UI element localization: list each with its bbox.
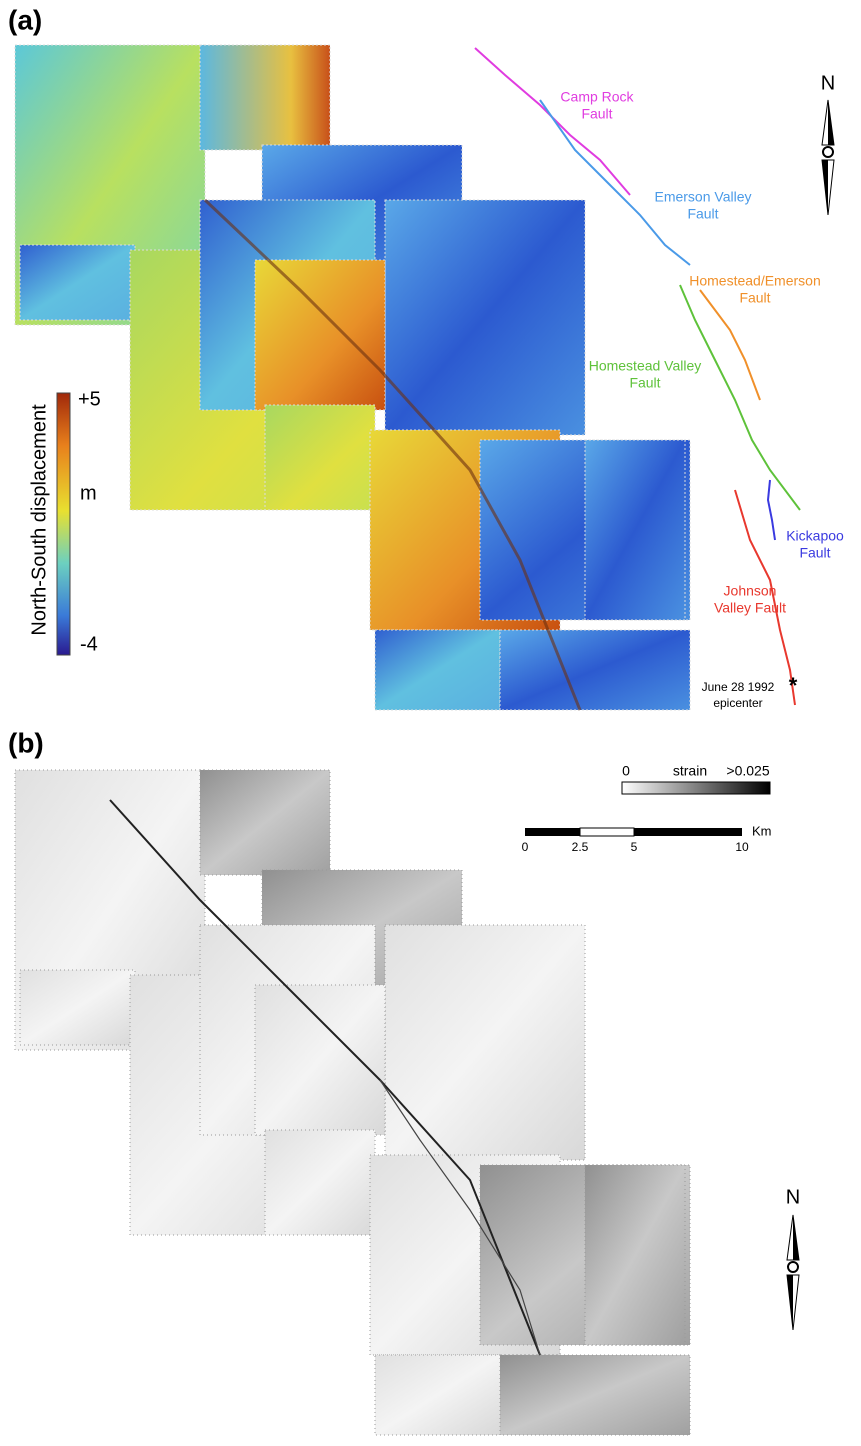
- fault-trace: [700, 290, 760, 400]
- image-tile: [20, 970, 135, 1045]
- scale-tick-label: 5: [631, 840, 638, 854]
- fault-label: Fault: [581, 106, 612, 122]
- fault-label: Camp Rock: [560, 89, 634, 105]
- fault-label: Emerson Valley: [654, 189, 751, 205]
- fault-label: Fault: [629, 375, 660, 391]
- image-tile: [375, 1355, 500, 1435]
- strain-colorbar: [622, 782, 770, 794]
- strain-min: 0: [622, 763, 630, 779]
- image-tile: [500, 630, 690, 710]
- epicenter-label: June 28 1992: [702, 680, 775, 694]
- image-tile: [20, 245, 135, 320]
- scale-bar: [580, 828, 634, 836]
- scale-bar: [634, 828, 742, 836]
- image-tile: [585, 1165, 685, 1345]
- fault-label: Johnson: [724, 583, 777, 599]
- scale-tick-label: 0: [522, 840, 529, 854]
- colorbar-max: +5: [78, 388, 101, 410]
- image-tile: [385, 200, 585, 435]
- epicenter-marker: *: [789, 673, 798, 698]
- image-tile: [500, 1355, 690, 1435]
- image-tile: [585, 440, 685, 620]
- north-arrow: [788, 1262, 798, 1272]
- scale-tick-label: 10: [735, 840, 749, 854]
- image-tile: [255, 985, 385, 1135]
- panel-label: (b): [8, 727, 44, 758]
- image-tile: [385, 925, 585, 1160]
- image-tile: [200, 45, 330, 150]
- strain-map: [15, 770, 690, 1435]
- displacement-map: [15, 45, 800, 710]
- north-label: N: [821, 72, 835, 94]
- panel-label: (a): [8, 4, 42, 35]
- strain-title: strain: [673, 763, 707, 779]
- fault-label: Fault: [687, 206, 718, 222]
- fault-trace: [680, 285, 800, 510]
- colorbar-unit: m: [80, 482, 97, 504]
- colorbar-title: North-South displacement: [28, 404, 50, 636]
- image-tile: [265, 1130, 375, 1235]
- fault-label: Fault: [739, 290, 770, 306]
- image-tile: [200, 770, 330, 875]
- north-arrow: [823, 147, 833, 157]
- fault-trace: [768, 480, 775, 540]
- scale-tick-label: 2.5: [572, 840, 589, 854]
- colorbar: [57, 393, 70, 655]
- image-tile: [265, 405, 375, 510]
- scale-unit: Km: [752, 823, 772, 838]
- fault-label: Kickapoo: [786, 528, 844, 544]
- strain-max: >0.025: [726, 763, 769, 779]
- scale-bar: [525, 828, 580, 836]
- epicenter-label: epicenter: [713, 696, 762, 710]
- fault-label: Homestead/Emerson: [689, 273, 821, 289]
- fault-label: Fault: [799, 545, 830, 561]
- page: { "panel_a": { "label": "(a)", "colorbar…: [0, 0, 861, 1446]
- fault-label: Valley Fault: [714, 600, 786, 616]
- image-tile: [255, 260, 385, 410]
- figure: (a) (b) North-South displacement +5 m -4 Camp …: [0, 0, 861, 1446]
- image-tile: [375, 630, 500, 710]
- fault-label: Homestead Valley: [589, 358, 702, 374]
- north-label: N: [786, 1186, 800, 1208]
- colorbar-min: -4: [80, 633, 98, 655]
